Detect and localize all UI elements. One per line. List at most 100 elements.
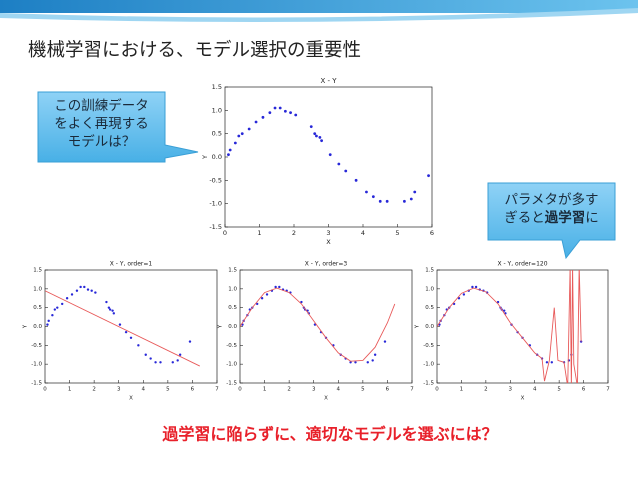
- plot-layer: [437, 270, 583, 383]
- data-point: [337, 162, 341, 166]
- x-tick-label: 1: [257, 229, 261, 237]
- y-tick-label: -1.5: [423, 381, 434, 387]
- y-axis-label: Y: [201, 155, 209, 160]
- data-point: [53, 308, 57, 311]
- data-point: [112, 312, 116, 315]
- data-point: [256, 302, 259, 306]
- callout-right: パラメタが多す ぎると過学習に: [488, 191, 615, 227]
- data-point: [274, 285, 277, 289]
- data-point: [502, 309, 506, 312]
- top-band: [0, 0, 638, 13]
- y-tick-label: -1.5: [31, 381, 42, 387]
- y-tick-label: 1.0: [228, 286, 237, 292]
- data-point: [51, 314, 54, 317]
- callout-line: ぎると過学習に: [488, 209, 615, 227]
- y-tick-label: -1.0: [31, 362, 42, 368]
- data-point: [289, 111, 292, 115]
- y-tick-label: -0.5: [226, 343, 237, 349]
- y-tick-label: 0.5: [228, 305, 237, 311]
- data-point: [300, 300, 303, 304]
- x-tick-label: 3: [509, 387, 513, 393]
- data-point: [144, 353, 147, 356]
- x-tick-label: 6: [386, 387, 390, 393]
- data-point: [254, 120, 258, 124]
- data-point: [313, 132, 317, 136]
- data-point: [413, 190, 417, 194]
- data-point: [278, 106, 282, 110]
- data-point: [349, 361, 352, 364]
- x-tick-label: 6: [582, 387, 586, 393]
- y-tick-label: 0.5: [33, 305, 42, 311]
- callout-bold: 過学習: [544, 210, 586, 226]
- y-axis-label: Y: [415, 324, 421, 329]
- bottom-question: 過学習に陥らずに、適切なモデルを選ぶには？: [161, 425, 497, 444]
- x-tick-label: 6: [191, 387, 195, 393]
- y-tick-label: 0.0: [425, 324, 434, 330]
- data-point: [378, 199, 382, 203]
- x-tick-label: 2: [287, 387, 291, 393]
- data-point: [159, 361, 162, 364]
- y-tick-label: -0.5: [209, 176, 222, 184]
- callout-left: この訓練データ をよく再現する モデルは？: [38, 97, 165, 151]
- data-point: [94, 291, 97, 294]
- x-tick-label: 1: [68, 387, 72, 393]
- data-point: [107, 306, 111, 309]
- data-point: [496, 300, 500, 304]
- data-point: [176, 359, 179, 362]
- fit-line: [45, 290, 200, 367]
- callout-line: パラメタが多す: [504, 192, 599, 208]
- callout-line: この訓練データ: [54, 98, 149, 114]
- x-tick-label: 5: [557, 387, 561, 393]
- x-tick-label: 7: [606, 387, 610, 393]
- y-tick-label: 1.5: [212, 83, 222, 91]
- callout-text: ぎると: [504, 210, 545, 226]
- y-tick-label: -1.5: [226, 381, 237, 387]
- data-point: [83, 285, 86, 289]
- x-tick-label: 2: [484, 387, 488, 393]
- data-point: [240, 132, 244, 136]
- data-point: [154, 361, 157, 364]
- plot-frame: [44, 269, 218, 384]
- x-tick-label: 7: [215, 387, 219, 393]
- x-tick-label: 3: [326, 229, 330, 237]
- data-point: [75, 289, 79, 292]
- x-tick-label: 5: [166, 387, 170, 393]
- y-tick-label: 1.0: [33, 286, 42, 292]
- data-point: [65, 297, 69, 300]
- data-point: [383, 340, 387, 343]
- data-point: [149, 357, 152, 360]
- slide-title: 機械学習における、モデル選択の重要性: [28, 40, 361, 61]
- x-tick-label: 0: [223, 229, 227, 237]
- data-point: [354, 178, 358, 182]
- data-point: [409, 197, 413, 201]
- x-tick-label: 4: [361, 229, 365, 237]
- data-point: [261, 115, 265, 119]
- x-tick-label: 4: [533, 387, 537, 393]
- chart-title: X - Y: [320, 77, 337, 85]
- y-axis-label: Y: [23, 324, 29, 329]
- x-tick-label: 7: [410, 387, 414, 393]
- x-tick-label: 2: [92, 387, 96, 393]
- data-point: [105, 300, 108, 304]
- data-point: [385, 199, 389, 203]
- callout-line: をよく再現する: [54, 116, 149, 132]
- callout-right-shape: [487, 182, 616, 260]
- data-point: [90, 289, 93, 292]
- x-tick-label: 1: [263, 387, 267, 393]
- chart-title: X - Y, order=1: [110, 261, 153, 268]
- x-tick-label: 2: [292, 229, 296, 237]
- data-point: [328, 153, 332, 157]
- data-point: [70, 293, 74, 296]
- data-point: [427, 174, 430, 178]
- y-tick-label: -1.0: [209, 200, 222, 208]
- data-point: [124, 330, 128, 334]
- plot-frame: [239, 269, 413, 384]
- y-tick-label: -1.5: [209, 223, 222, 231]
- callout-text: に: [585, 210, 599, 226]
- data-point: [111, 309, 114, 312]
- data-point: [354, 361, 357, 364]
- chart-title: X - Y, order=120: [497, 261, 547, 268]
- data-point: [137, 344, 140, 347]
- y-tick-label: 1.5: [425, 268, 434, 274]
